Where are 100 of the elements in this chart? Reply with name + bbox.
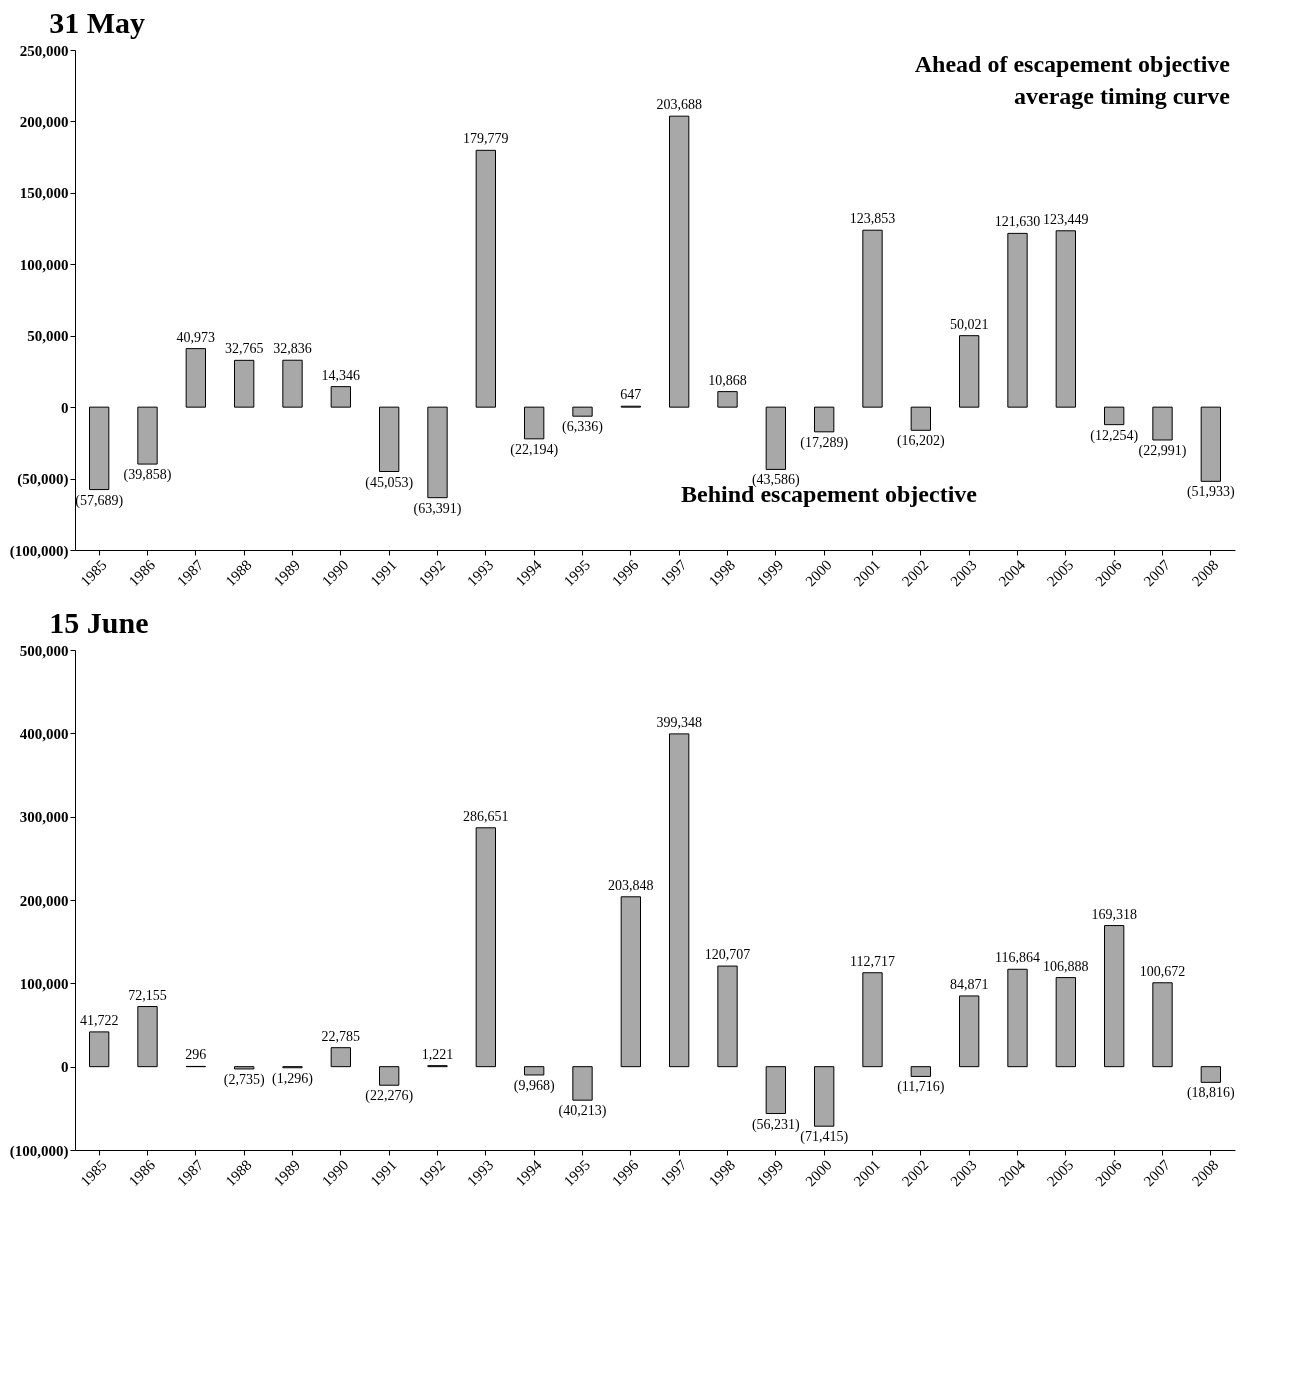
data-label: (63,391) <box>413 500 462 517</box>
data-label: (22,276) <box>365 1088 414 1105</box>
bar <box>572 1066 593 1101</box>
data-label: (51,933) <box>1186 484 1236 501</box>
bar <box>910 406 931 431</box>
bar <box>1104 406 1125 426</box>
data-label: 123,853 <box>849 211 896 227</box>
data-label: 203,848 <box>608 877 654 893</box>
y-tick-label: 250,000 <box>19 42 69 59</box>
data-label: 116,864 <box>995 950 1040 966</box>
bar <box>669 115 690 408</box>
annotation: Ahead of escapement objective <box>914 51 1231 77</box>
bar <box>862 229 883 408</box>
bar <box>959 995 980 1068</box>
bar <box>1055 230 1076 408</box>
bar <box>89 1031 110 1068</box>
data-label: 1,221 <box>421 1046 454 1062</box>
data-label: (57,689) <box>75 492 124 509</box>
data-label: (56,231) <box>751 1116 801 1133</box>
x-tick-label: 1991 <box>367 556 400 590</box>
data-label: (11,716) <box>897 1079 945 1096</box>
data-label: (45,053) <box>365 474 414 491</box>
data-label: 84,871 <box>949 976 989 992</box>
y-tick-label: 150,000 <box>19 185 69 202</box>
data-label: (16,202) <box>896 433 946 450</box>
bar <box>330 1047 351 1068</box>
bar <box>524 406 545 440</box>
data-label: 296 <box>185 1047 207 1063</box>
y-tick-label: 50,000 <box>27 328 69 345</box>
data-label: 647 <box>620 387 642 403</box>
data-label: 72,155 <box>128 987 167 1003</box>
bar <box>137 406 158 465</box>
bar <box>185 348 206 408</box>
data-label: 41,722 <box>79 1012 119 1028</box>
annotation: average timing curve <box>1014 83 1231 109</box>
bar <box>1200 1066 1221 1083</box>
data-label: 32,836 <box>273 341 312 357</box>
y-tick-label: 500,000 <box>19 642 69 659</box>
bar <box>620 896 641 1068</box>
bar <box>1055 977 1076 1068</box>
data-label: (22,991) <box>1138 442 1187 459</box>
data-label: (71,415) <box>800 1129 849 1146</box>
y-tick-label: (100,000) <box>9 1142 69 1160</box>
data-label: (40,213) <box>558 1103 607 1120</box>
data-label: 100,672 <box>1139 963 1186 979</box>
bar <box>1007 232 1028 408</box>
bar <box>524 1066 545 1076</box>
data-label: (22,194) <box>510 441 559 458</box>
data-label: 106,888 <box>1043 958 1089 974</box>
data-label: 399,348 <box>656 714 702 730</box>
data-label: 203,688 <box>656 97 702 113</box>
bar <box>717 965 738 1068</box>
bar <box>137 1006 158 1068</box>
bar <box>814 1066 835 1127</box>
data-label: (9,968) <box>513 1077 555 1094</box>
y-tick-label: 100,000 <box>19 975 69 992</box>
y-tick-label: 400,000 <box>19 725 69 742</box>
bar <box>427 406 448 499</box>
bar <box>379 1066 400 1086</box>
bar <box>379 406 400 472</box>
bar <box>910 1066 931 1077</box>
data-label: 179,779 <box>463 131 509 147</box>
data-label: (2,735) <box>223 1071 265 1088</box>
chart-title: 31 May <box>49 6 146 39</box>
data-label: 22,785 <box>321 1028 361 1044</box>
data-label: 32,765 <box>224 341 264 357</box>
data-label: 123,449 <box>1043 211 1089 227</box>
bar <box>765 406 786 470</box>
data-label: (17,289) <box>800 434 849 451</box>
data-label: (18,816) <box>1186 1085 1236 1102</box>
bar <box>814 406 835 433</box>
bar <box>475 149 496 408</box>
bar <box>234 1066 255 1070</box>
bar <box>717 391 738 408</box>
bar <box>282 359 303 408</box>
bar <box>959 335 980 408</box>
bar <box>1152 982 1173 1068</box>
y-tick-label: 300,000 <box>19 809 69 826</box>
y-tick-label: 200,000 <box>19 892 69 909</box>
bar <box>330 386 351 408</box>
data-label: 120,707 <box>704 947 751 963</box>
y-tick-label: 200,000 <box>19 113 69 130</box>
data-label: 121,630 <box>994 214 1041 230</box>
bar <box>1007 968 1028 1068</box>
data-label: (1,296) <box>272 1070 314 1087</box>
y-tick-label: (50,000) <box>17 471 69 489</box>
data-label: 10,868 <box>708 372 747 388</box>
bar <box>475 827 496 1068</box>
bar <box>765 1066 786 1115</box>
y-tick-label: 100,000 <box>19 256 69 273</box>
bar <box>862 972 883 1068</box>
bar <box>1200 406 1221 482</box>
data-label: (6,336) <box>562 419 604 436</box>
bar <box>1104 925 1125 1068</box>
data-label: (39,858) <box>123 467 172 484</box>
x-tick-label: 1991 <box>367 1156 400 1190</box>
data-label: 14,346 <box>321 367 361 383</box>
data-label: 40,973 <box>176 329 216 345</box>
data-label: 286,651 <box>463 808 509 824</box>
data-label: (12,254) <box>1090 427 1139 444</box>
